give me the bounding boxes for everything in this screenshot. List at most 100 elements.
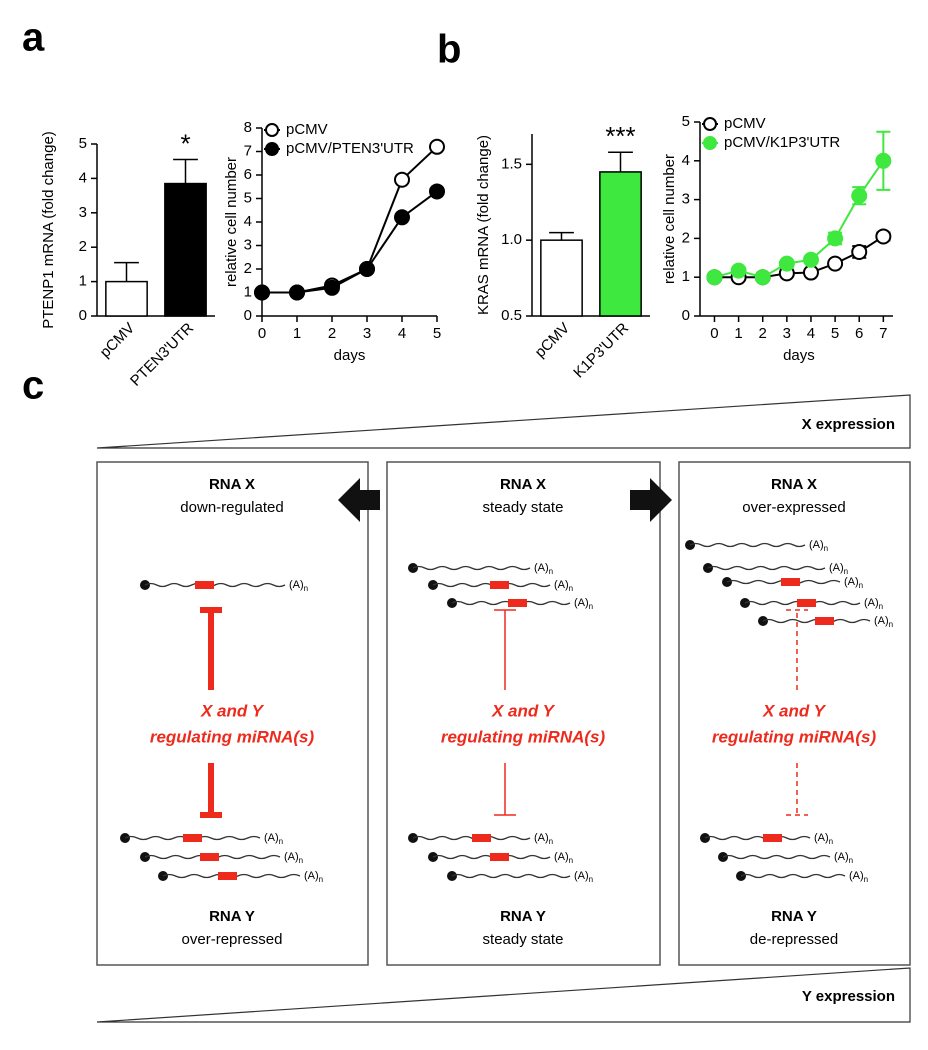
y-tick-label: 2 [79, 238, 87, 255]
inhibit-down [200, 763, 222, 818]
poly-a-subscript: n [879, 602, 883, 611]
x-tick-label: 1 [734, 325, 742, 342]
marker [254, 284, 270, 301]
x-tick-label: 3 [363, 325, 371, 342]
rna-state: steady state [483, 499, 564, 516]
mirna-label: regulating miRNA(s) [441, 727, 606, 746]
legend-marker [703, 136, 717, 150]
mre-site [763, 834, 782, 842]
rna-strand [707, 565, 826, 571]
bar [105, 280, 148, 317]
poly-a-text: (A) [844, 576, 859, 588]
poly-a-text: (A) [264, 832, 279, 844]
poly-a-subscript: n [829, 837, 833, 846]
poly-a: (A)n [264, 832, 283, 846]
mre-site [200, 853, 219, 861]
poly-a-subscript: n [279, 837, 283, 846]
poly-a-text: (A) [574, 870, 589, 882]
poly-a-text: (A) [554, 851, 569, 863]
arrow-right [630, 478, 672, 522]
poly-a: (A)n [289, 579, 308, 593]
rna-title: RNA X [500, 476, 546, 493]
series-line [262, 190, 438, 294]
rna-state: over-expressed [742, 499, 845, 516]
y-tick-label: 5 [244, 189, 252, 206]
legend-marker [265, 123, 279, 137]
legend-label: pCMV [724, 115, 766, 132]
rna-state: down-regulated [180, 499, 283, 516]
marker [706, 269, 723, 286]
poly-a-subscript: n [824, 544, 828, 553]
marker [827, 255, 844, 272]
poly-a-text: (A) [864, 597, 879, 609]
panel-label: c [22, 364, 44, 408]
rna-strand [689, 542, 806, 548]
marker [875, 152, 892, 169]
inhibit-down [494, 763, 516, 816]
marker [289, 284, 305, 301]
x-tick-label: 2 [759, 325, 767, 342]
rna-title: RNA Y [771, 908, 817, 925]
x-tick-label: 4 [398, 325, 406, 342]
x-axis-label: days [334, 347, 366, 364]
y-tick-label: 0 [79, 307, 87, 324]
marker [359, 261, 375, 277]
y-tick-label: 0 [682, 307, 690, 324]
poly-a: (A)n [304, 870, 323, 884]
y-tick-label: 5 [79, 135, 87, 152]
inhibit-down [786, 763, 808, 816]
poly-a: (A)n [874, 615, 893, 629]
legend-marker [703, 117, 717, 131]
panel-box [386, 461, 661, 966]
x-tick-label: 6 [855, 325, 863, 342]
mirna-label: X and Y [762, 701, 827, 720]
y-tick-label: 4 [244, 213, 252, 230]
marker [778, 255, 795, 272]
y-tick-label: 1 [244, 283, 252, 300]
poly-a-text: (A) [834, 851, 849, 863]
poly-a: (A)n [864, 597, 883, 611]
rna-state: steady state [483, 931, 564, 948]
y-tick-label: 1.0 [501, 231, 522, 248]
y-tick-label: 4 [682, 152, 690, 169]
legend-label: pCMV [286, 121, 328, 138]
bar [540, 239, 583, 317]
poly-a-text: (A) [284, 851, 299, 863]
x-tick-label: 4 [807, 325, 815, 342]
legend-marker [265, 142, 279, 156]
mre-site [490, 853, 509, 861]
marker [730, 262, 747, 279]
x-tick-label: 0 [710, 325, 718, 342]
poly-a-subscript: n [549, 567, 553, 576]
panel-box [96, 461, 369, 966]
poly-a-text: (A) [304, 870, 319, 882]
poly-a-text: (A) [829, 562, 844, 574]
y-tick-label: 2 [244, 260, 252, 277]
x-tick-label: K1P3'UTR [570, 319, 632, 381]
rna-state: over-repressed [182, 931, 283, 948]
bar [599, 171, 642, 317]
y-axis-label: relative cell number [661, 154, 678, 284]
x-tick-label: 7 [879, 325, 887, 342]
poly-a: (A)n [849, 870, 868, 884]
poly-a-text: (A) [574, 597, 589, 609]
poly-a-subscript: n [299, 856, 303, 865]
poly-a: (A)n [829, 562, 848, 576]
y-tick-label: 1 [682, 268, 690, 285]
marker [429, 183, 445, 200]
y-tick-label: 7 [244, 142, 252, 159]
poly-a-subscript: n [864, 875, 868, 884]
poly-a-subscript: n [319, 875, 323, 884]
poly-a-subscript: n [549, 837, 553, 846]
legend-label: pCMV/PTEN3'UTR [286, 140, 414, 157]
y-tick-label: 6 [244, 166, 252, 183]
poly-a: (A)n [554, 851, 573, 865]
poly-a-subscript: n [304, 584, 308, 593]
series-line [262, 146, 438, 294]
inhibit-up [786, 609, 808, 690]
poly-a: (A)n [844, 576, 863, 590]
x-tick-label: 3 [783, 325, 791, 342]
annotation: *** [605, 121, 635, 151]
poly-a-subscript: n [569, 856, 573, 865]
